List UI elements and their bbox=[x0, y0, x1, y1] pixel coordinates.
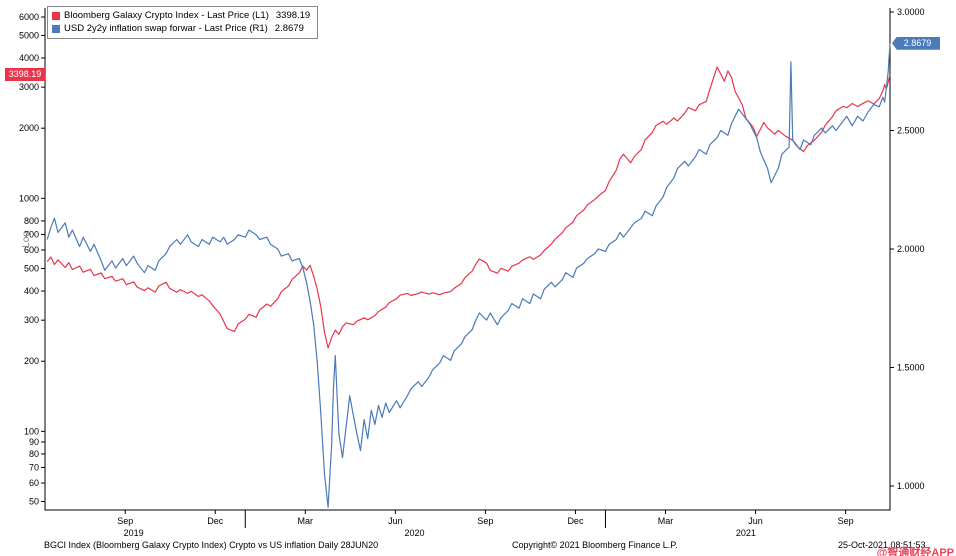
right-axis-price-badge: 2.8679 bbox=[892, 36, 940, 50]
left-axis-tick-label: 90 bbox=[29, 437, 39, 447]
left-axis-tick-label: 6000 bbox=[19, 12, 39, 22]
x-axis-year-label: 2021 bbox=[736, 528, 756, 538]
chart-legend: Bloomberg Galaxy Crypto Index - Last Pri… bbox=[47, 6, 319, 39]
inflation-swap-series-swatch-icon bbox=[52, 24, 60, 33]
left-axis-tick-label: 100 bbox=[24, 426, 39, 436]
x-axis-year-label: 2020 bbox=[405, 528, 425, 538]
legend-item-bgci[interactable]: Bloomberg Galaxy Crypto Index - Last Pri… bbox=[52, 9, 310, 22]
usd-2y2y-inflation-swap-line bbox=[46, 43, 891, 508]
left-axis-tick-label: 3000 bbox=[19, 82, 39, 92]
left-axis-tick-label: 60 bbox=[29, 478, 39, 488]
left-axis-tick-label: 4000 bbox=[19, 53, 39, 63]
right-axis-tick-label: 3.0000 bbox=[897, 7, 925, 17]
watermark: @智通财经APP bbox=[876, 547, 954, 556]
left-axis-price-badge: 3398.19 bbox=[5, 68, 45, 82]
x-axis-month-label: Mar bbox=[298, 516, 314, 526]
x-axis-month-label: Mar bbox=[658, 516, 674, 526]
axis-frame bbox=[44, 8, 891, 511]
legend-value-inflation-swap: 2.8679 bbox=[274, 23, 304, 34]
right-axis-tick-label: 2.5000 bbox=[897, 126, 925, 136]
left-axis-tick-label: 400 bbox=[24, 286, 39, 296]
x-axis-month-label: Sep bbox=[838, 516, 854, 526]
left-axis-tick-label: 70 bbox=[29, 462, 39, 472]
left-axis-tick-label: 1000 bbox=[19, 193, 39, 203]
x-axis-year-label: 2019 bbox=[124, 528, 144, 538]
timestamp: 25-Oct-2021 08:51:53 bbox=[838, 540, 926, 550]
legend-value-bgci: 3398.19 bbox=[275, 10, 311, 21]
legend-label-inflation-swap: USD 2y2y inflation swap forwar - Last Pr… bbox=[64, 23, 268, 34]
left-axis-tick-label: 200 bbox=[24, 356, 39, 366]
x-axis-month-label: Dec bbox=[567, 516, 584, 526]
left-axis-tick-label: 50 bbox=[29, 497, 39, 507]
left-axis-tick-label: 80 bbox=[29, 449, 39, 459]
right-axis-tick-label: 1.0000 bbox=[897, 481, 925, 491]
left-axis-tick-label: 5000 bbox=[19, 30, 39, 40]
copyright-text: Copyright© 2021 Bloomberg Finance L.P. bbox=[512, 540, 678, 550]
x-axis-month-label: Sep bbox=[477, 516, 493, 526]
left-axis-log-scale-label: Log bbox=[20, 231, 32, 248]
bgci-series-swatch-icon bbox=[52, 11, 60, 20]
legend-item-inflation-swap[interactable]: USD 2y2y inflation swap forwar - Last Pr… bbox=[52, 22, 310, 35]
legend-label-bgci: Bloomberg Galaxy Crypto Index - Last Pri… bbox=[64, 10, 269, 21]
right-axis-tick-label: 2.0000 bbox=[897, 244, 925, 254]
left-axis-tick-label: 2000 bbox=[19, 123, 39, 133]
left-axis-tick-label: 700 bbox=[24, 229, 39, 239]
left-axis-tick-label: 800 bbox=[24, 216, 39, 226]
chart-description: BGCI Index (Bloomberg Galaxy Crypto Inde… bbox=[44, 540, 379, 550]
left-axis-tick-label: 500 bbox=[24, 263, 39, 273]
x-axis-month-label: Dec bbox=[207, 516, 224, 526]
x-axis-month-label: Sep bbox=[117, 516, 133, 526]
right-axis-tick-label: 1.5000 bbox=[897, 363, 925, 373]
bgci-index-line bbox=[46, 66, 891, 349]
x-axis-month-label: Jun bbox=[388, 516, 403, 526]
footer-bar: BGCI Index (Bloomberg Galaxy Crypto Inde… bbox=[0, 538, 956, 556]
left-axis-tick-label: 600 bbox=[24, 245, 39, 255]
left-axis-tick-label: 300 bbox=[24, 315, 39, 325]
x-axis-month-label: Jun bbox=[748, 516, 763, 526]
